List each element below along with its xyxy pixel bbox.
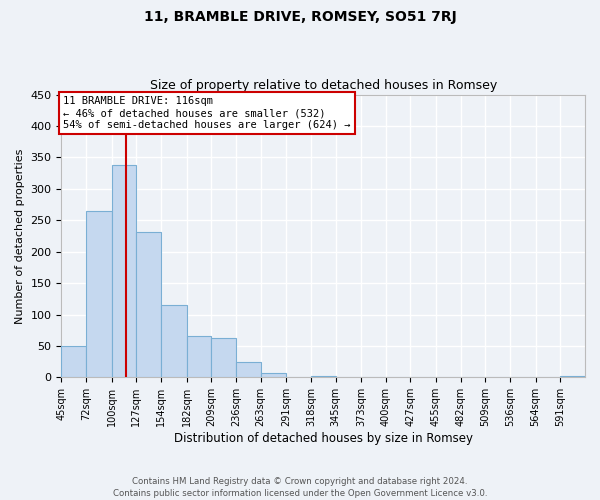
Bar [86, 211, 112, 378]
Text: 11 BRAMBLE DRIVE: 116sqm
← 46% of detached houses are smaller (532)
54% of semi-: 11 BRAMBLE DRIVE: 116sqm ← 46% of detach… [63, 96, 351, 130]
Text: 11, BRAMBLE DRIVE, ROMSEY, SO51 7RJ: 11, BRAMBLE DRIVE, ROMSEY, SO51 7RJ [143, 10, 457, 24]
Bar [560, 376, 585, 378]
Bar [161, 305, 187, 378]
Bar [112, 165, 136, 378]
X-axis label: Distribution of detached houses by size in Romsey: Distribution of detached houses by size … [174, 432, 473, 445]
Y-axis label: Number of detached properties: Number of detached properties [15, 148, 25, 324]
Bar [187, 336, 211, 378]
Bar [61, 346, 86, 378]
Bar [211, 338, 236, 378]
Bar [236, 362, 260, 378]
Bar [136, 232, 161, 378]
Bar [361, 376, 386, 378]
Bar [260, 373, 286, 378]
Title: Size of property relative to detached houses in Romsey: Size of property relative to detached ho… [149, 79, 497, 92]
Text: Contains HM Land Registry data © Crown copyright and database right 2024.
Contai: Contains HM Land Registry data © Crown c… [113, 476, 487, 498]
Bar [311, 376, 335, 378]
